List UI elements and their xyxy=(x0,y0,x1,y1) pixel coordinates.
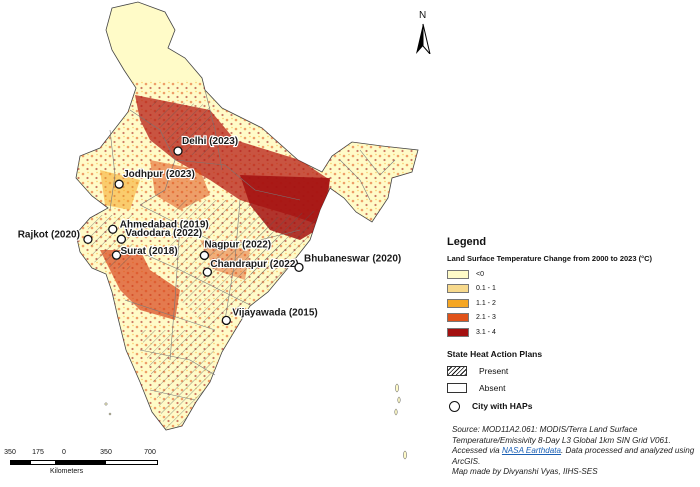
city-label: Delhi (2023) xyxy=(182,136,238,147)
lst-swatch xyxy=(447,284,469,294)
hatched-swatch xyxy=(447,366,467,376)
scale-tick: 0 xyxy=(62,449,66,456)
scale-unit-label: Kilometers xyxy=(50,468,84,475)
city-marker xyxy=(202,267,213,277)
city-legend-row: City with HAPs xyxy=(447,400,697,412)
circle-icon xyxy=(449,400,460,412)
source-credit: Map made by Divyanshi Vyas, IIHS-SES xyxy=(452,467,598,476)
lst-swatch xyxy=(447,269,469,279)
hap-present-row: Present xyxy=(447,363,697,380)
city-marker xyxy=(294,262,304,272)
lst-legend-classes: <0 0.1 - 1 1.1 - 2 2.1 - 3 3.1 - 4 xyxy=(447,267,697,340)
hap-absent-label: Absent xyxy=(479,383,506,393)
city-label: Vadodara (2022) xyxy=(125,228,202,239)
city-label: Surat (2018) xyxy=(120,246,177,257)
scale-tick: 700 xyxy=(144,449,156,456)
legend: Legend Land Surface Temperature Change f… xyxy=(447,236,697,412)
city-marker xyxy=(116,234,127,244)
city-marker xyxy=(83,234,93,244)
hap-absent-row: Absent xyxy=(447,380,697,397)
lst-class-label: 2.1 - 3 xyxy=(476,314,496,322)
hap-present-hatching xyxy=(85,100,320,430)
city-label: Bhubaneswar (2020) xyxy=(304,253,401,264)
scale-bar: 350 175 0 350 700 Kilometers xyxy=(4,449,164,483)
lst-class-row: 0.1 - 1 xyxy=(447,282,697,297)
lakshadweep-islands xyxy=(104,402,112,416)
city-label: Rajkot (2020) xyxy=(18,229,80,240)
lst-legend-title: Land Surface Temperature Change from 200… xyxy=(447,254,653,263)
city-marker xyxy=(199,250,210,261)
scale-bar-graphic xyxy=(10,460,158,465)
city-marker xyxy=(111,250,122,260)
scale-tick: 175 xyxy=(32,449,44,456)
city-label: Ahmedabad (2019) xyxy=(120,219,209,230)
city-marker xyxy=(114,179,124,189)
source-note: Source: MOD11A2.061: MODIS/Terra Land Su… xyxy=(452,425,698,478)
city-markers-layer: Delhi (2023) Jodhpur (2023) Ahmedabad (201… xyxy=(17,135,402,326)
scale-tick: 350 xyxy=(4,449,16,456)
north-arrow-icon xyxy=(416,23,431,54)
city-label: Vijayawada (2015) xyxy=(232,307,317,318)
lst-class-label: 1.1 - 2 xyxy=(476,299,496,307)
city-label: Chandrapur (2022) xyxy=(210,259,298,270)
lst-swatch xyxy=(447,313,469,323)
nasa-earthdata-link[interactable]: NASA Earthdata xyxy=(501,446,562,455)
north-label: N xyxy=(419,10,427,21)
lst-class-row: 1.1 - 2 xyxy=(447,296,697,311)
lst-swatch xyxy=(447,327,469,337)
city-marker xyxy=(221,315,231,326)
city-marker xyxy=(173,146,183,156)
state-boundaries xyxy=(109,89,396,401)
empty-swatch xyxy=(447,383,467,393)
lst-class-row: 2.1 - 3 xyxy=(447,311,697,326)
andaman-islands xyxy=(394,383,407,460)
city-legend-label: City with HAPs xyxy=(472,401,533,411)
lst-class-row: 3.1 - 4 xyxy=(447,325,697,340)
source-text-2: . Data processed and analyzed using ArcG… xyxy=(452,446,695,466)
scale-ticks: 350 175 0 350 700 xyxy=(4,449,164,459)
hap-present-label: Present xyxy=(479,366,509,376)
scale-tick: 350 xyxy=(100,449,112,456)
india-lst-map: Delhi (2023) Jodhpur (2023) Ahmedabad (201… xyxy=(17,1,419,460)
lst-swatch xyxy=(447,298,469,308)
lst-class-label: 3.1 - 4 xyxy=(476,328,496,336)
source-text-1: Source: MOD11A2.061: MODIS/Terra Land Su… xyxy=(452,425,671,455)
legend-title: Legend xyxy=(447,236,487,248)
city-marker xyxy=(108,224,118,234)
north-arrow: N xyxy=(412,10,436,54)
lst-class-row: <0 xyxy=(447,267,697,282)
lst-class-label: <0 xyxy=(476,270,484,278)
city-label: Jodhpur (2023) xyxy=(123,169,195,180)
lst-class-label: 0.1 - 1 xyxy=(476,285,496,293)
hap-legend-title: State Heat Action Plans xyxy=(447,348,543,359)
city-label: Nagpur (2022) xyxy=(204,239,271,250)
